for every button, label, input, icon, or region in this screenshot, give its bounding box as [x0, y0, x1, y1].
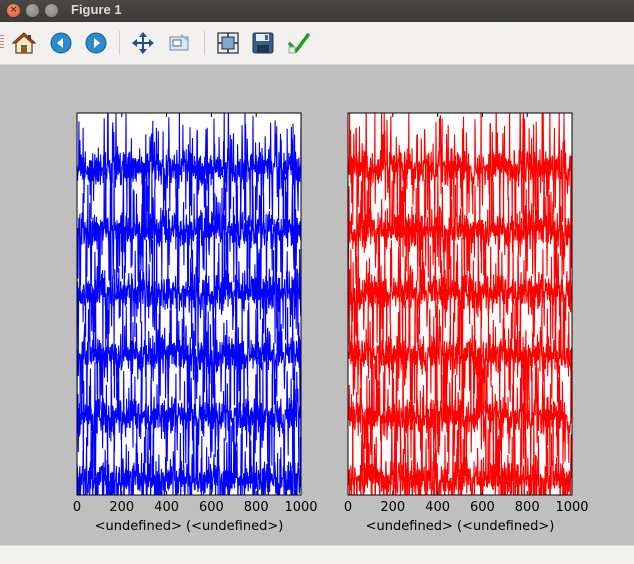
- series-line-3: [77, 213, 301, 372]
- series-line-1: [348, 113, 572, 239]
- window-close-button[interactable]: ×: [7, 4, 20, 17]
- forward-arrow-icon: [85, 32, 107, 54]
- figure-canvas[interactable]: 0 200 400 600 800 1000 <undefined> (<undefined…: [0, 65, 634, 545]
- x-tick-label: 600: [199, 500, 224, 515]
- subplots-icon: [217, 32, 239, 54]
- subplot-2[interactable]: 0 200 400 600 800 1000<undefined> (<undefined…: [344, 94, 589, 545]
- x-tick-label: 0: [344, 500, 352, 515]
- pan-button[interactable]: [130, 30, 156, 56]
- save-icon: [252, 32, 274, 54]
- zoom-rect-icon: [169, 34, 190, 51]
- series-line-6: [77, 407, 301, 495]
- x-tick-label: 200: [380, 500, 405, 515]
- toolbar-separator: [119, 31, 120, 55]
- save-button[interactable]: [250, 30, 276, 56]
- trace-group: [77, 113, 301, 495]
- series-line-5: [348, 351, 572, 495]
- x-tick-label: 600: [470, 500, 495, 515]
- x-axis-label: <undefined> (<undefined>): [95, 519, 284, 534]
- window-title: Figure 1: [71, 2, 122, 17]
- window-maximize-button[interactable]: [45, 4, 58, 17]
- title-bar: × Figure 1: [0, 0, 634, 22]
- trace-group: [348, 113, 572, 495]
- move-icon: [132, 32, 154, 54]
- x-tick-label: 400: [154, 500, 179, 515]
- window-minimize-button[interactable]: [26, 4, 39, 17]
- x-tick-label: 400: [425, 500, 450, 515]
- subplots-button[interactable]: [215, 30, 241, 56]
- series-line-3: [348, 212, 572, 364]
- x-tick-label: 800: [244, 500, 269, 515]
- checkmark-icon: [288, 33, 310, 54]
- axes-frame: [347, 112, 573, 496]
- navigation-toolbar: [0, 22, 634, 65]
- subplot-1[interactable]: 0 200 400 600 800 1000<undefined> (<undefined…: [73, 103, 318, 545]
- x-tick-label: 1000: [555, 500, 588, 515]
- x-tick-label: 1000: [284, 500, 317, 515]
- x-tick-label: 800: [515, 500, 540, 515]
- forward-button[interactable]: [83, 30, 109, 56]
- series-line-2: [77, 154, 301, 304]
- x-axis-label: <undefined> (<undefined>): [366, 519, 555, 534]
- zoom-button[interactable]: [166, 30, 192, 56]
- edit-parameters-button[interactable]: [286, 30, 312, 56]
- back-arrow-icon: [50, 32, 72, 54]
- back-button[interactable]: [48, 30, 74, 56]
- series-line-4: [77, 275, 301, 422]
- home-icon: [12, 32, 36, 54]
- home-button[interactable]: [11, 30, 37, 56]
- series-line-4: [348, 283, 572, 428]
- figure-svg: 0 200 400 600 800 1000<undefined> (<undefined…: [73, 94, 589, 545]
- status-bar: [0, 545, 634, 564]
- x-tick-label: 200: [109, 500, 134, 515]
- toolbar-grip[interactable]: [0, 35, 4, 49]
- toolbar-separator: [204, 31, 205, 55]
- series-line-6: [348, 404, 572, 495]
- x-tick-label: 0: [73, 500, 81, 515]
- axes-frame: [76, 112, 302, 496]
